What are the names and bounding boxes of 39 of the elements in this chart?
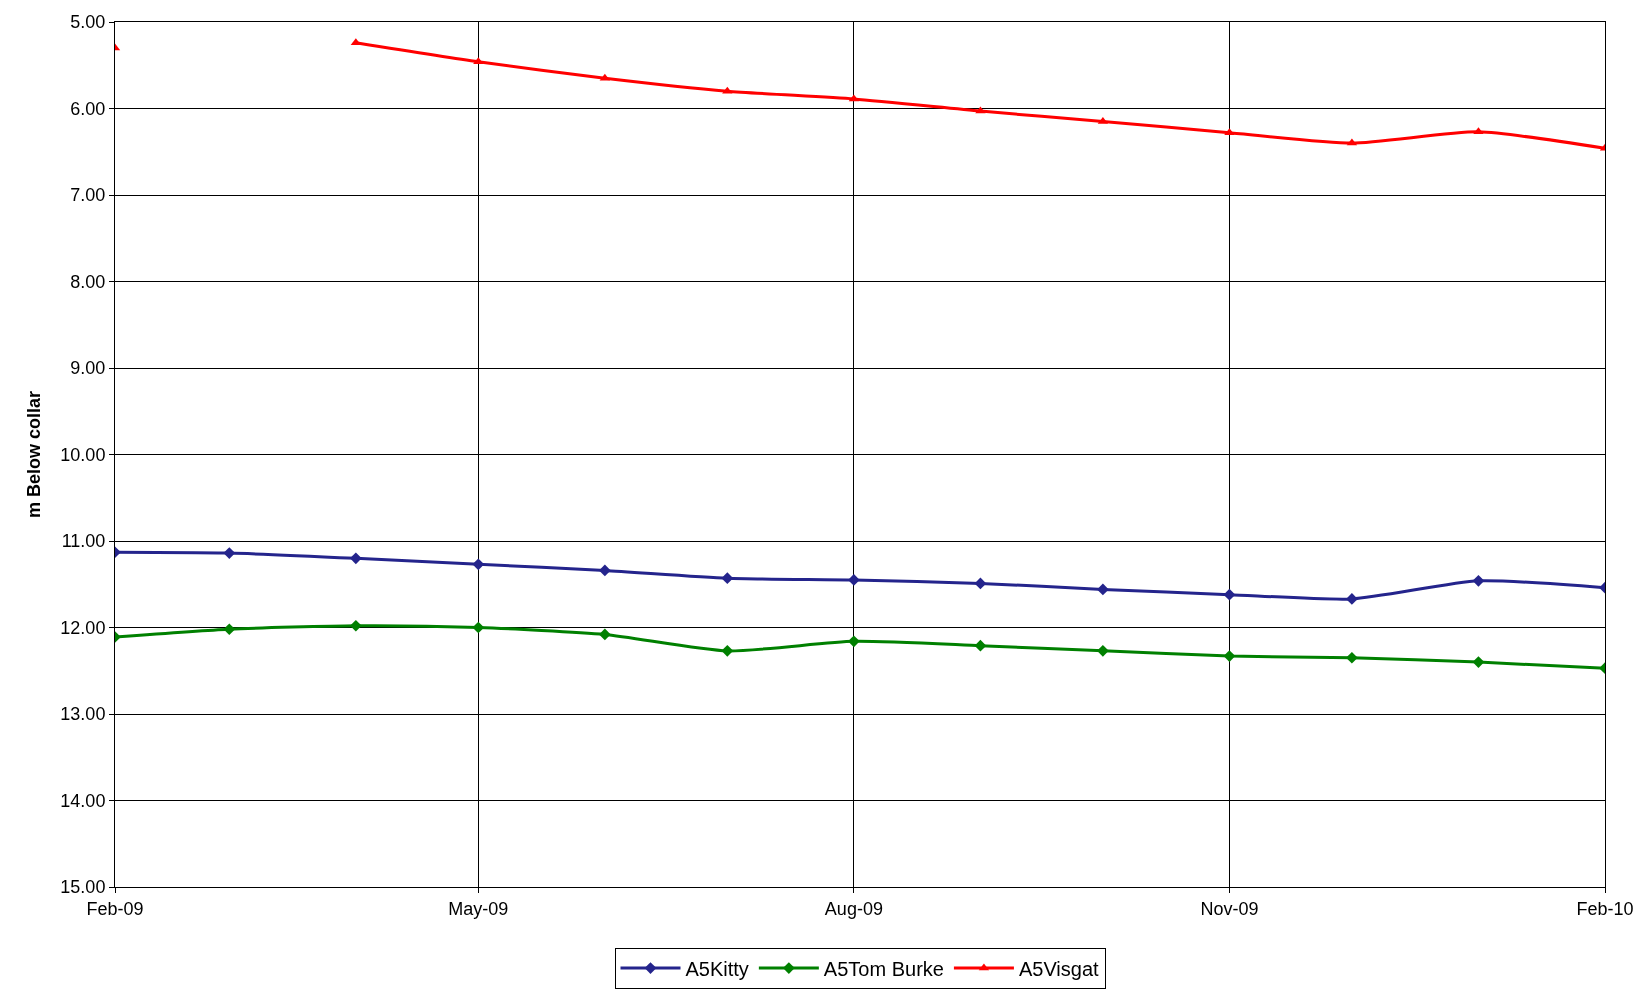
- x-tick-label: Aug-09: [824, 898, 883, 919]
- x-tick-label: Feb-09: [86, 898, 144, 919]
- point: [472, 621, 485, 634]
- y-tick-label: 14.00: [60, 790, 106, 811]
- x-tick-label: Nov-09: [1200, 898, 1259, 919]
- legend-label: A5Kitty: [685, 957, 749, 980]
- point: [1097, 583, 1109, 596]
- point: [1473, 127, 1484, 135]
- y-tick-label: 8.00: [70, 271, 106, 292]
- point: [599, 564, 611, 577]
- y-tick-label: 5.00: [70, 12, 106, 33]
- point: [974, 639, 987, 652]
- point: [848, 635, 860, 648]
- point: [974, 577, 987, 590]
- point: [1223, 650, 1236, 662]
- point: [350, 619, 362, 632]
- point: [848, 574, 860, 586]
- y-axis-title: m Below collar: [23, 390, 44, 519]
- y-tick-label: 12.00: [60, 617, 106, 638]
- point: [1346, 651, 1358, 664]
- point: [1472, 574, 1485, 587]
- legend-label: A5Visgat: [1018, 957, 1100, 980]
- y-tick-label: 10.00: [60, 444, 106, 465]
- point: [1472, 656, 1485, 668]
- y-tick-label: 11.00: [61, 531, 106, 552]
- point: [599, 628, 611, 641]
- y-tick-label: 15.00: [60, 877, 106, 898]
- point: [1097, 645, 1109, 657]
- x-tick-label: Feb-10: [1576, 898, 1634, 919]
- point: [350, 552, 362, 565]
- y-tick-label: 13.00: [60, 704, 106, 725]
- point: [223, 623, 236, 636]
- y-tick-label: 7.00: [70, 185, 106, 206]
- point: [473, 57, 484, 65]
- y-tick-label: 6.00: [70, 98, 106, 119]
- legend-label: A5Tom Burke: [823, 957, 944, 980]
- point: [721, 645, 734, 657]
- y-tick-label: 9.00: [70, 358, 106, 379]
- x-tick-label: May-09: [448, 898, 509, 919]
